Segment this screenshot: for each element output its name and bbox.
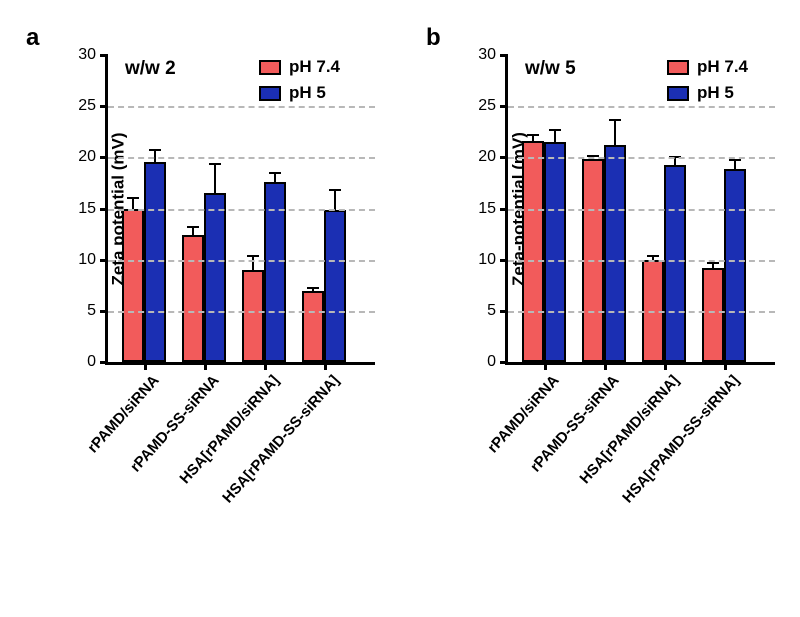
- xlabel: HSA[rPAMD-SS-siRNA]: [219, 372, 342, 506]
- ytick-label: 25: [78, 97, 108, 115]
- error-bar: [214, 164, 216, 195]
- ytick-label: 15: [478, 200, 508, 218]
- xlabel: HSA[rPAMD-SS-siRNA]: [619, 372, 742, 506]
- bar: [204, 193, 226, 362]
- panel-b: b w/w 5 Zeta-potential (mV) pH 7.4pH 5 0…: [400, 0, 800, 617]
- error-cap: [269, 172, 281, 174]
- bar: [302, 291, 324, 362]
- error-bar: [274, 173, 276, 184]
- gridline: [108, 260, 375, 262]
- xtick: [324, 362, 327, 370]
- error-cap: [329, 189, 341, 191]
- error-cap: [647, 255, 659, 257]
- xtick: [204, 362, 207, 370]
- error-cap: [609, 119, 621, 121]
- gridline: [108, 157, 375, 159]
- bar: [522, 141, 544, 362]
- gridline: [508, 157, 775, 159]
- gridline: [508, 209, 775, 211]
- ytick-label: 5: [87, 302, 108, 320]
- error-bar: [192, 227, 194, 237]
- ytick-label: 20: [78, 148, 108, 166]
- error-cap: [729, 159, 741, 161]
- figure: a w/w 2 Zeta potential (mV) pH 7.4pH 5 0…: [0, 0, 800, 617]
- xlabel: HSA[rPAMD/siRNA]: [576, 372, 682, 487]
- bar: [324, 210, 346, 362]
- panel-a-chart: w/w 2 Zeta potential (mV) pH 7.4pH 5 051…: [105, 55, 375, 365]
- ytick-label: 30: [78, 46, 108, 64]
- panel-b-label: b: [426, 24, 441, 52]
- xtick: [544, 362, 547, 370]
- bar: [544, 142, 566, 362]
- error-cap: [209, 163, 221, 165]
- xtick: [144, 362, 147, 370]
- xtick: [604, 362, 607, 370]
- error-cap: [307, 287, 319, 289]
- ytick-label: 0: [87, 353, 108, 371]
- bar: [664, 165, 686, 363]
- ytick-label: 25: [478, 97, 508, 115]
- bar: [604, 145, 626, 362]
- ytick-label: 5: [487, 302, 508, 320]
- ytick-label: 30: [478, 46, 508, 64]
- error-bar: [532, 135, 534, 143]
- xtick: [664, 362, 667, 370]
- bar: [724, 169, 746, 362]
- panel-a: a w/w 2 Zeta potential (mV) pH 7.4pH 5 0…: [0, 0, 400, 617]
- error-bar: [554, 130, 556, 144]
- ytick-label: 15: [78, 200, 108, 218]
- bar: [144, 162, 166, 362]
- error-cap: [187, 226, 199, 228]
- panel-b-chart: w/w 5 Zeta-potential (mV) pH 7.4pH 5 051…: [505, 55, 775, 365]
- ytick-label: 20: [478, 148, 508, 166]
- error-cap: [707, 262, 719, 264]
- gridline: [108, 311, 375, 313]
- xtick: [724, 362, 727, 370]
- gridline: [108, 209, 375, 211]
- error-bar: [734, 160, 736, 170]
- error-bar: [252, 256, 254, 272]
- error-bar: [614, 120, 616, 147]
- bar: [182, 235, 204, 362]
- gridline: [508, 311, 775, 313]
- xlabel: HSA[rPAMD/siRNA]: [176, 372, 282, 487]
- xtick: [264, 362, 267, 370]
- error-cap: [149, 149, 161, 151]
- ytick-label: 10: [478, 251, 508, 269]
- error-cap: [247, 255, 259, 257]
- ytick-label: 0: [487, 353, 508, 371]
- gridline: [108, 106, 375, 108]
- gridline: [508, 106, 775, 108]
- bar: [242, 270, 264, 362]
- panel-a-label: a: [26, 24, 39, 52]
- ytick-label: 10: [78, 251, 108, 269]
- error-cap: [549, 129, 561, 131]
- error-cap: [127, 197, 139, 199]
- bar: [122, 209, 144, 363]
- bar: [702, 268, 724, 362]
- error-cap: [527, 134, 539, 136]
- error-bar: [712, 263, 714, 270]
- gridline: [508, 260, 775, 262]
